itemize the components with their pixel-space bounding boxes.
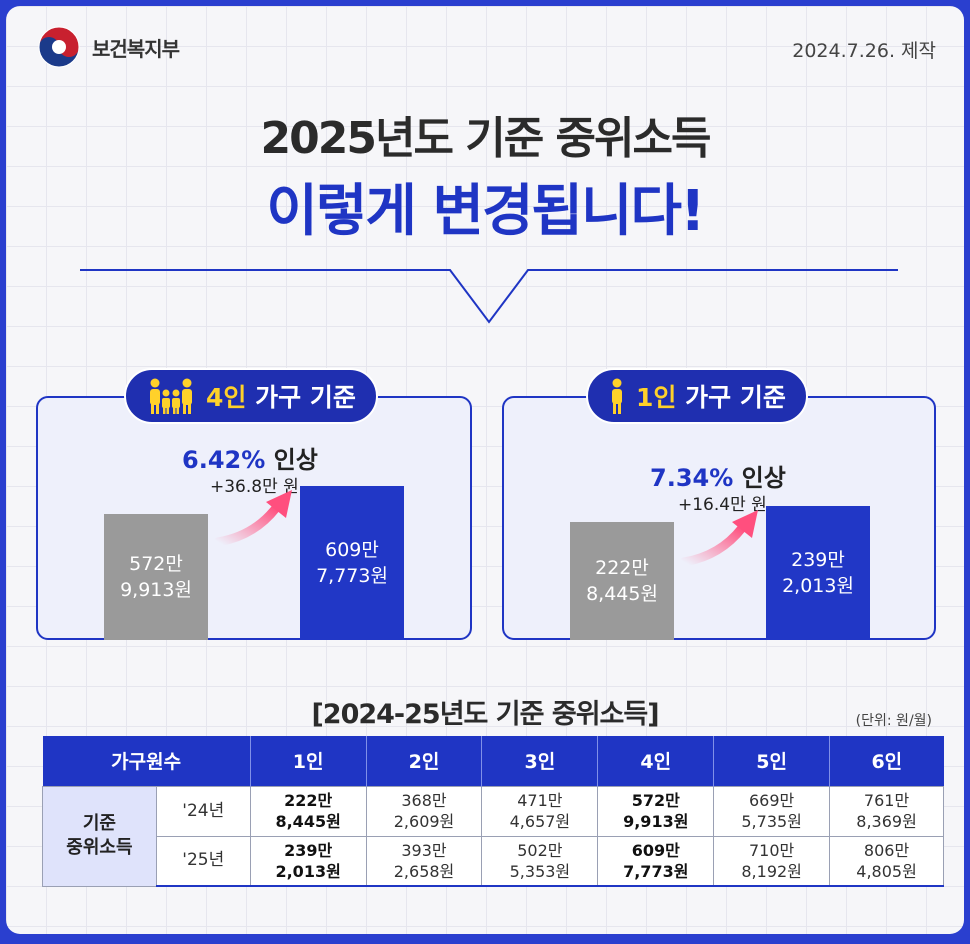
bar-value-line2: 9,913원 [120,579,192,601]
one-person-increase-rate: 7.34% 인상 [650,458,786,493]
bar-value-line2: 7,773원 [316,565,388,587]
rate-value: 6.42% [182,446,266,474]
header-col: 3인 [481,736,598,786]
four-person-increase-amount: +36.8만 원 [210,477,299,497]
four-person-2024-bar: 572만 9,913원 [104,514,208,640]
one-person-2025-bar: 239만 2,013원 [766,506,870,640]
table-header-row: 가구원수 1인 2인 3인 4인 5인 6인 [42,736,944,786]
infographic-page: 보건복지부 2024.7.26. 제작 2025년도 기준 중위소득 이렇게 변… [6,6,964,934]
four-person-increase-rate: 6.42% 인상 [182,440,318,475]
header-household-count: 가구원수 [42,736,251,786]
header-col: 2인 [365,736,482,786]
table-cell: 222만 8,445원 [249,785,367,837]
title-line-1: 2025년도 기준 중위소득 [260,113,712,164]
rate-value: 7.34% [650,464,734,492]
title-line-2: 이렇게 변경됩니다! [266,179,705,244]
table-cell: 710만 8,192원 [713,835,831,887]
row-head-median-income: 기준 중위소득 [42,785,157,887]
increase-arrow-icon [680,510,758,566]
bar-value-line2: 8,445원 [586,583,658,605]
year-cell: '24년 [155,785,251,837]
header-col: 5인 [713,736,830,786]
header-col: 1인 [249,736,367,786]
table-cell: 502만 5,353원 [481,835,599,887]
household-label: 가구 기준 [255,383,356,412]
header-col: 6인 [829,736,944,786]
table-cell: 761만 8,369원 [829,785,944,837]
table-cell: 572만 9,913원 [597,785,715,837]
table-cell: 669만 5,735원 [713,785,831,837]
increase-arrow-icon [214,490,292,546]
person-icon [612,378,622,414]
table-row-2025: '25년 239만 2,013원 393만 2,658원 502만 5,353원 60… [43,835,944,887]
row-head-line1: 기준 [82,813,116,834]
one-person-label: 1인 가구 기준 [586,368,808,424]
rate-word: 인상 [741,464,786,492]
table-row-2024: 기준 중위소득 '24년 222만 8,445원 368만 2,609원 471만 4… [42,785,944,887]
unit-note: (단위: 원/월) [855,713,932,729]
table-cell: 609만 7,773원 [597,835,715,887]
bar-value-line1: 609만 [325,539,379,561]
household-size: 4인 [206,383,247,412]
median-income-table: 가구원수 1인 2인 3인 4인 5인 6인 기준 중위소득 '24년 222만… [42,736,944,887]
taegeuk-emblem-icon [38,26,80,68]
year-cell: '25년 [155,835,251,887]
bar-value-line1: 239만 [791,549,845,571]
table-title: [2024-25년도 기준 중위소득] [311,699,659,730]
one-person-2024-bar: 222만 8,445원 [570,522,674,640]
ministry-name: 보건복지부 [92,36,180,61]
bar-value-line1: 572만 [129,553,183,575]
bar-value-line1: 222만 [595,557,649,579]
table-cell: 393만 2,658원 [365,835,483,887]
header-col: 4인 [597,736,714,786]
four-person-label: 4인 가구 기준 [124,368,378,424]
table-cell: 239만 2,013원 [249,835,367,887]
family-icon [150,378,192,414]
bar-value-line2: 2,013원 [782,575,854,597]
table-cell: 806만 4,805원 [829,835,944,887]
ministry-logo: 보건복지부 [36,24,180,70]
household-size: 1인 [636,383,677,412]
production-date: 2024.7.26. 제작 [792,40,936,62]
table-cell: 368만 2,609원 [365,785,483,837]
household-label: 가구 기준 [685,383,786,412]
rate-word: 인상 [273,446,318,474]
table-cell: 471만 4,657원 [481,785,599,837]
one-person-increase-amount: +16.4만 원 [678,495,767,515]
pointer-divider [80,269,898,324]
row-head-line2: 중위소득 [66,837,133,858]
four-person-2025-bar: 609만 7,773원 [300,486,404,640]
